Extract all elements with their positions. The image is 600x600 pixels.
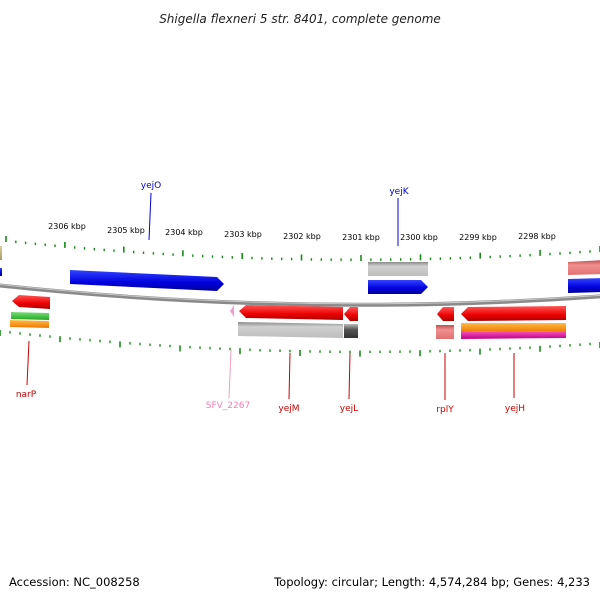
tick-label-2302-kbp: 2302 kbp <box>283 232 321 241</box>
tick-label-2303-kbp: 2303 kbp <box>224 230 262 239</box>
plus-strand-gene-yejO[interactable] <box>70 270 224 291</box>
inner-tick-track <box>0 330 600 357</box>
gene-label-narP[interactable]: narP <box>16 390 37 400</box>
tick-label-2304-kbp: 2304 kbp <box>165 228 203 237</box>
feature-pink-lower-rplY[interactable] <box>436 325 454 339</box>
minus-strand-gene-yejH[interactable] <box>461 306 566 321</box>
tick-label-2306-kbp: 2306 kbp <box>48 222 86 231</box>
tick-label-2300-kbp: 2300 kbp <box>400 233 438 242</box>
leader-line-yejL <box>348 352 351 400</box>
feature-gray-lower-yejM[interactable] <box>238 322 343 338</box>
outer-tick-track <box>5 236 600 261</box>
gene-label-yejL[interactable]: yejL <box>340 404 358 414</box>
feature-tan-upper-left[interactable] <box>0 246 2 260</box>
leader-line-SFV_2267 <box>228 349 232 399</box>
minus-strand-gene-narP[interactable] <box>12 295 50 309</box>
accession-text: Accession: NC_008258 <box>9 575 140 589</box>
feature-SFV_2267[interactable] <box>230 305 234 317</box>
plus-strand-gene-right-edge[interactable] <box>568 278 600 293</box>
gene-label-yejH[interactable]: yejH <box>505 404 525 414</box>
feature-pink-upper-right[interactable] <box>568 260 600 275</box>
genome-backbone-highlight <box>0 284 600 305</box>
feature-green-narP[interactable] <box>11 312 49 320</box>
genome-summary-text: Topology: circular; Length: 4,574,284 bp… <box>274 575 590 589</box>
tick-label-2301-kbp: 2301 kbp <box>342 233 380 242</box>
minus-strand-gene-rplY[interactable] <box>437 307 454 321</box>
tick-label-2305-kbp: 2305 kbp <box>107 226 145 235</box>
leader-line-narP <box>26 340 30 386</box>
tick-label-2298-kbp: 2298 kbp <box>518 232 556 241</box>
feature-orange-lower-yejH[interactable] <box>461 323 566 332</box>
plus-strand-gene-yejK[interactable] <box>368 280 428 294</box>
genome-backbone <box>0 283 600 307</box>
leader-line-yejM <box>288 352 291 400</box>
tick-label-2299-kbp: 2299 kbp <box>459 233 497 242</box>
minus-strand-gene-yejM[interactable] <box>239 305 343 320</box>
feature-orange-narP[interactable] <box>10 320 49 328</box>
plus-strand-gene-left-edge[interactable] <box>0 268 2 276</box>
gene-label-yejM[interactable]: yejM <box>278 404 299 414</box>
leader-line-yejO <box>148 192 152 241</box>
feature-gray-upper-yejK[interactable] <box>368 262 428 276</box>
map-title: Shigella flexneri 5 str. 8401, complete … <box>159 12 441 26</box>
gene-label-yejK[interactable]: yejK <box>389 187 409 197</box>
gene-label-rplY[interactable]: rplY <box>436 405 454 415</box>
minus-strand-gene-yejL[interactable] <box>344 307 358 321</box>
feature-magenta-lower-yejH[interactable] <box>461 331 566 339</box>
gene-label-yejO[interactable]: yejO <box>141 181 161 191</box>
gene-label-SFV_2267[interactable]: SFV_2267 <box>206 401 250 411</box>
feature-dark-lower-yejL[interactable] <box>344 324 358 338</box>
